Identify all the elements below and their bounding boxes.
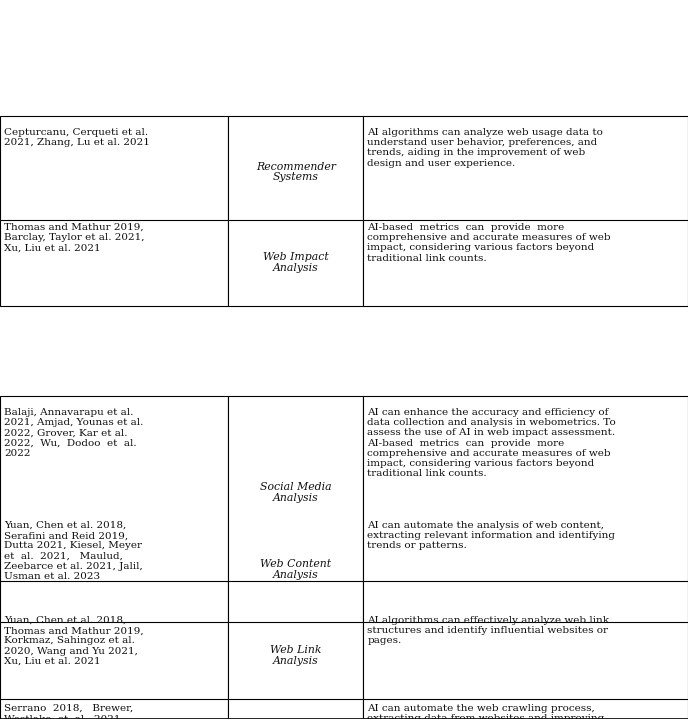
- Text: comprehensive and accurate measures of web: comprehensive and accurate measures of w…: [367, 233, 611, 242]
- Text: AI-based  metrics  can  provide  more: AI-based metrics can provide more: [367, 223, 565, 232]
- Bar: [0, 604, 228, 699]
- Bar: [363, 692, 688, 719]
- Bar: [0, 509, 228, 622]
- Text: Cepturcanu, Cerqueti et al.: Cepturcanu, Cerqueti et al.: [4, 128, 148, 137]
- Text: 2022: 2022: [4, 449, 30, 458]
- Text: design and user experience.: design and user experience.: [367, 159, 515, 168]
- Text: extracting relevant information and identifying: extracting relevant information and iden…: [367, 531, 615, 540]
- Text: Web Link: Web Link: [270, 645, 321, 655]
- Text: Social Media: Social Media: [260, 482, 332, 493]
- Text: 2021, Zhang, Lu et al. 2021: 2021, Zhang, Lu et al. 2021: [4, 138, 150, 147]
- Text: Usman et al. 2023: Usman et al. 2023: [4, 572, 100, 581]
- Bar: [363, 396, 688, 581]
- Bar: [228, 604, 363, 699]
- Text: Barclay, Taylor et al. 2021,: Barclay, Taylor et al. 2021,: [4, 233, 144, 242]
- Text: Xu, Liu et al. 2021: Xu, Liu et al. 2021: [4, 244, 100, 252]
- Bar: [0, 116, 228, 220]
- Text: Yuan, Chen et al. 2018,: Yuan, Chen et al. 2018,: [4, 521, 127, 530]
- Text: Xu, Liu et al. 2021: Xu, Liu et al. 2021: [4, 656, 100, 666]
- Text: comprehensive and accurate measures of web: comprehensive and accurate measures of w…: [367, 449, 611, 458]
- Text: Dutta 2021, Kiesel, Meyer: Dutta 2021, Kiesel, Meyer: [4, 541, 142, 551]
- Text: Thomas and Mathur 2019,: Thomas and Mathur 2019,: [4, 223, 144, 232]
- Text: Web Impact: Web Impact: [263, 252, 329, 262]
- Bar: [0, 692, 228, 719]
- Text: Serrano  2018,   Brewer,: Serrano 2018, Brewer,: [4, 704, 133, 713]
- Text: Analysis: Analysis: [273, 569, 319, 580]
- Text: pages.: pages.: [367, 636, 402, 646]
- Bar: [228, 396, 363, 581]
- Bar: [228, 692, 363, 719]
- Bar: [363, 509, 688, 622]
- Text: AI can automate the web crawling process,: AI can automate the web crawling process…: [367, 704, 595, 713]
- Text: Recommender: Recommender: [256, 162, 336, 172]
- Bar: [363, 211, 688, 306]
- Bar: [363, 116, 688, 220]
- Text: 2022, Grover, Kar et al.: 2022, Grover, Kar et al.: [4, 429, 127, 437]
- Text: Zeebarce et al. 2021, Jalil,: Zeebarce et al. 2021, Jalil,: [4, 562, 142, 571]
- Bar: [0, 396, 228, 581]
- Bar: [363, 604, 688, 699]
- Text: AI algorithms can analyze web usage data to: AI algorithms can analyze web usage data…: [367, 128, 603, 137]
- Text: Analysis: Analysis: [273, 656, 319, 666]
- Text: Korkmaz, Sahingoz et al.: Korkmaz, Sahingoz et al.: [4, 636, 135, 646]
- Bar: [228, 116, 363, 220]
- Text: Systems: Systems: [273, 173, 319, 182]
- Text: trends, aiding in the improvement of web: trends, aiding in the improvement of web: [367, 148, 585, 157]
- Text: Yuan, Chen et al. 2018,: Yuan, Chen et al. 2018,: [4, 616, 127, 625]
- Text: impact, considering various factors beyond: impact, considering various factors beyo…: [367, 244, 594, 252]
- Bar: [228, 211, 363, 306]
- Text: traditional link counts.: traditional link counts.: [367, 254, 487, 262]
- Text: assess the use of AI in web impact assessment.: assess the use of AI in web impact asses…: [367, 429, 615, 437]
- Text: 2021, Amjad, Younas et al.: 2021, Amjad, Younas et al.: [4, 418, 143, 427]
- Text: AI algorithms can effectively analyze web link: AI algorithms can effectively analyze we…: [367, 616, 610, 625]
- Text: impact, considering various factors beyond: impact, considering various factors beyo…: [367, 459, 594, 468]
- Text: Analysis: Analysis: [273, 262, 319, 273]
- Text: Westlake  et  al.  2021,: Westlake et al. 2021,: [4, 714, 124, 719]
- Text: AI-based  metrics  can  provide  more: AI-based metrics can provide more: [367, 439, 565, 448]
- Bar: [228, 509, 363, 622]
- Text: data collection and analysis in webometrics. To: data collection and analysis in webometr…: [367, 418, 616, 427]
- Text: AI can enhance the accuracy and efficiency of: AI can enhance the accuracy and efficien…: [367, 408, 609, 417]
- Text: Web Content: Web Content: [260, 559, 332, 569]
- Text: extracting data from websites and improving: extracting data from websites and improv…: [367, 714, 605, 719]
- Text: Analysis: Analysis: [273, 493, 319, 503]
- Text: et  al.  2021,   Maulud,: et al. 2021, Maulud,: [4, 551, 123, 561]
- Text: AI can automate the analysis of web content,: AI can automate the analysis of web cont…: [367, 521, 604, 530]
- Text: understand user behavior, preferences, and: understand user behavior, preferences, a…: [367, 138, 597, 147]
- Bar: [0, 211, 228, 306]
- Text: traditional link counts.: traditional link counts.: [367, 470, 487, 478]
- Text: trends or patterns.: trends or patterns.: [367, 541, 467, 551]
- Text: structures and identify influential websites or: structures and identify influential webs…: [367, 626, 608, 635]
- Text: Serafini and Reid 2019,: Serafini and Reid 2019,: [4, 531, 128, 540]
- Text: Balaji, Annavarapu et al.: Balaji, Annavarapu et al.: [4, 408, 133, 417]
- Text: 2022,  Wu,  Dodoo  et  al.: 2022, Wu, Dodoo et al.: [4, 439, 137, 448]
- Text: Thomas and Mathur 2019,: Thomas and Mathur 2019,: [4, 626, 144, 635]
- Text: 2020, Wang and Yu 2021,: 2020, Wang and Yu 2021,: [4, 646, 138, 656]
